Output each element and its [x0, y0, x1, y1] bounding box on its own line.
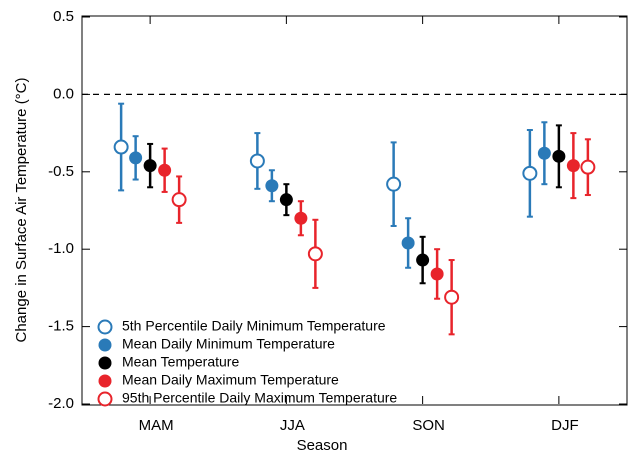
- marker: [566, 159, 580, 173]
- y-tick-label: 0.5: [53, 8, 74, 25]
- marker: [307, 246, 323, 262]
- y-tick-label: 0.0: [53, 85, 74, 102]
- legend-label: Mean Daily Minimum Temperature: [122, 336, 335, 352]
- x-axis-label: Season: [297, 437, 348, 454]
- marker: [386, 176, 402, 192]
- marker: [537, 146, 551, 160]
- marker: [129, 151, 143, 165]
- marker: [580, 159, 596, 175]
- marker: [279, 193, 293, 207]
- legend-label: 95th Percentile Daily Maximum Temperatur…: [122, 390, 397, 406]
- legend-marker: [98, 374, 112, 388]
- marker: [143, 159, 157, 173]
- y-tick-label: -1.0: [48, 240, 74, 257]
- marker: [249, 153, 265, 169]
- y-tick-label: -1.5: [48, 318, 74, 335]
- x-tick-label: MAM: [139, 417, 174, 434]
- legend-marker: [97, 319, 113, 335]
- marker: [171, 192, 187, 208]
- x-tick-label: SON: [412, 417, 445, 434]
- y-tick-label: -2.0: [48, 395, 74, 412]
- marker: [401, 236, 415, 250]
- marker: [552, 149, 566, 163]
- x-tick-label: JJA: [280, 417, 305, 434]
- marker: [113, 139, 129, 155]
- marker: [430, 267, 444, 281]
- y-axis-label: Change in Surface Air Temperature (°C): [13, 77, 30, 342]
- legend-label: Mean Temperature: [122, 354, 239, 370]
- y-tick-label: -0.5: [48, 163, 74, 180]
- legend-label: Mean Daily Maximum Temperature: [122, 372, 339, 388]
- legend-marker: [97, 391, 113, 407]
- marker: [158, 163, 172, 177]
- legend-marker: [98, 338, 112, 352]
- x-tick-label: DJF: [551, 417, 579, 434]
- marker: [294, 211, 308, 225]
- marker: [522, 165, 538, 181]
- marker: [416, 253, 430, 267]
- marker: [444, 289, 460, 305]
- legend-label: 5th Percentile Daily Minimum Temperature: [122, 318, 386, 334]
- legend-marker: [98, 356, 112, 370]
- plot-frame: [81, 15, 628, 406]
- marker: [265, 179, 279, 193]
